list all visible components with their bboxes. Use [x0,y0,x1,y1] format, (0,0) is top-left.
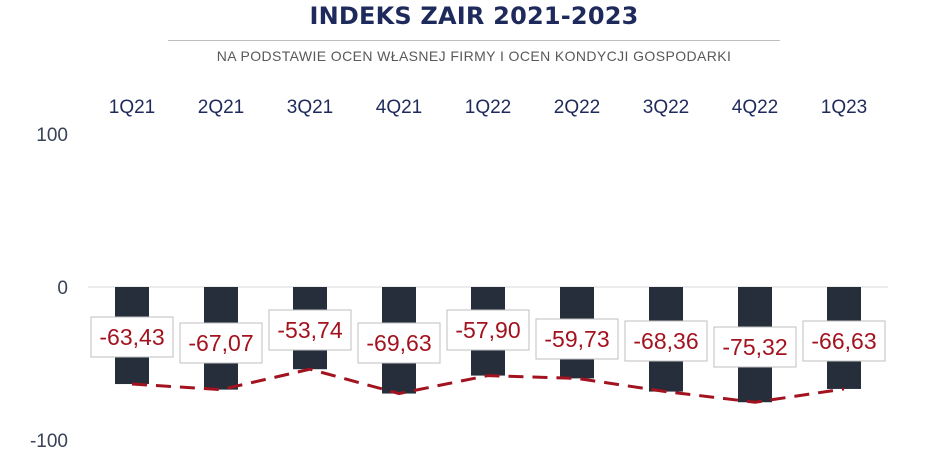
category-label: 1Q23 [821,97,867,118]
y-tick-labels: 100 0 -100 [30,125,68,452]
category-label: 4Q22 [732,97,778,118]
y-tick-label: 100 [36,125,68,146]
data-label-box [357,322,441,364]
category-label: 2Q21 [198,97,244,118]
data-label: -66,63 [811,328,876,354]
data-label: -57,90 [455,317,520,343]
data-labels: -63,43 -67,07 -53,74 -69,63 -57,90 -59,73 -68,… [90,309,886,368]
category-labels: 1Q21 2Q21 3Q21 4Q21 1Q22 2Q22 3Q22 4Q22 1Q23 [109,97,867,118]
data-label: -59,73 [544,326,609,352]
chart-title: INDEKS ZAIR 2021-2023 [309,2,639,30]
trend-line [131,367,845,404]
category-label: 3Q21 [287,97,333,118]
y-tick-label: 0 [57,278,68,299]
data-label-box [713,326,797,368]
data-label-box [624,320,708,362]
data-label: -67,07 [188,330,253,356]
y-tick-label: -100 [30,431,68,452]
data-label-box [268,309,352,351]
category-label: 1Q21 [109,97,155,118]
data-label-box [446,309,530,351]
category-label: 2Q22 [554,97,600,118]
category-label: 4Q21 [376,97,422,118]
data-label: -63,43 [99,324,164,350]
data-label: -53,74 [277,317,342,343]
data-label: -68,36 [633,328,698,354]
data-label-box [802,320,886,362]
category-label: 3Q22 [643,97,689,118]
category-label: 1Q22 [465,97,511,118]
data-label: -75,32 [722,334,787,360]
data-label: -69,63 [366,330,431,356]
title-divider [168,40,780,41]
chart-subtitle: NA PODSTAWIE OCEN WŁASNEJ FIRMY I OCEN K… [216,48,732,64]
data-label-box [90,316,174,358]
data-label-box [179,322,263,364]
data-label-box [535,318,619,360]
